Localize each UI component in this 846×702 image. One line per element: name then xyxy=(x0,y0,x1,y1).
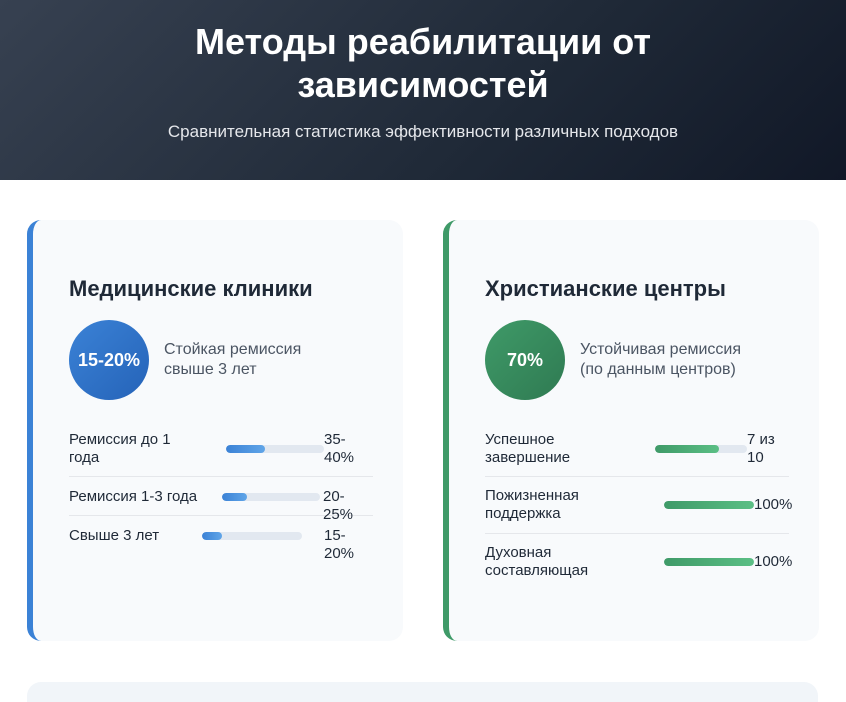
stat-description: Стойкая ремиссия свыше 3 лет xyxy=(164,340,301,380)
christian-centers-card: Христианские центры 70% Устойчивая ремис… xyxy=(443,220,819,641)
next-section-card xyxy=(27,682,818,702)
progress-track xyxy=(655,445,747,453)
stat-description: Устойчивая ремиссия (по данным центров) xyxy=(580,340,741,380)
metric-value: 15-20% xyxy=(324,527,355,562)
metric-row: Ремиссия до 1 года 35- 40% xyxy=(69,426,373,477)
stat-block: 70% Устойчивая ремиссия (по данным центр… xyxy=(485,320,789,400)
metric-row: Пожизненная поддержка 100% xyxy=(485,477,793,534)
metrics-list: Успешное завершение 7 из 10 Пожизненная под… xyxy=(485,426,793,591)
stat-desc-line1: Стойкая ремиссия xyxy=(164,341,302,358)
metric-value: 100% xyxy=(754,553,793,570)
metric-value: 35- 40% xyxy=(324,431,355,466)
page-title: Методы реабилитации от зависимостей xyxy=(143,20,703,106)
card-title: Христианские центры xyxy=(485,276,726,301)
progress-fill xyxy=(664,558,754,566)
stat-desc-line2: свыше 3 лет xyxy=(164,361,257,378)
stat-block: 15-20% Стойкая ремиссия свыше 3 лет xyxy=(69,320,373,400)
progress-track xyxy=(664,501,754,509)
metric-row: Успешное завершение 7 из 10 xyxy=(485,426,789,477)
metric-value: 100% xyxy=(754,496,793,513)
progress-fill xyxy=(664,501,754,509)
progress-track xyxy=(226,445,324,453)
page-subtitle: Сравнительная статистика эффективности р… xyxy=(167,122,679,141)
metric-row: Свыше 3 лет 15-20% xyxy=(69,516,373,562)
stat-circle: 15-20% xyxy=(69,320,149,400)
metric-label: Ремиссия до 1 года xyxy=(69,431,171,466)
card-title: Медицинские клиники xyxy=(69,276,313,301)
stat-desc-line1: Устойчивая ремиссия xyxy=(580,341,742,358)
stat-circle: 70% xyxy=(485,320,565,400)
metric-label: Свыше 3 лет xyxy=(69,527,160,544)
page-title-line1: Методы реабилитации от xyxy=(195,21,651,62)
progress-fill xyxy=(226,445,266,453)
metric-value: 7 из 10 xyxy=(747,431,775,466)
metric-label: Пожизненная поддержка xyxy=(485,487,579,522)
metric-row: Духовная составляющая 100% xyxy=(485,534,793,591)
page-title-line2: зависимостей xyxy=(297,64,549,105)
medical-clinics-card: Медицинские клиники 15-20% Стойкая ремис… xyxy=(27,220,403,641)
metric-label: Успешное завершение xyxy=(485,431,571,466)
metric-label: Ремиссия 1-3 года xyxy=(69,488,198,505)
progress-fill xyxy=(202,532,222,540)
progress-fill xyxy=(655,445,720,453)
stat-desc-line2: (по данным центров) xyxy=(580,361,736,378)
metric-label: Духовная составляющая xyxy=(485,544,589,579)
progress-track xyxy=(664,558,754,566)
metric-value: 20-25% xyxy=(323,488,354,523)
metrics-list: Ремиссия до 1 года 35- 40% Ремиссия 1-3 го… xyxy=(69,426,373,562)
metric-row: Ремиссия 1-3 года 20-25% xyxy=(69,477,373,523)
progress-track xyxy=(222,493,320,501)
progress-track xyxy=(202,532,302,540)
cards-section: Медицинские клиники 15-20% Стойкая ремис… xyxy=(0,180,846,702)
page-header: Методы реабилитации от зависимостей Срав… xyxy=(0,0,846,180)
progress-fill xyxy=(222,493,247,501)
